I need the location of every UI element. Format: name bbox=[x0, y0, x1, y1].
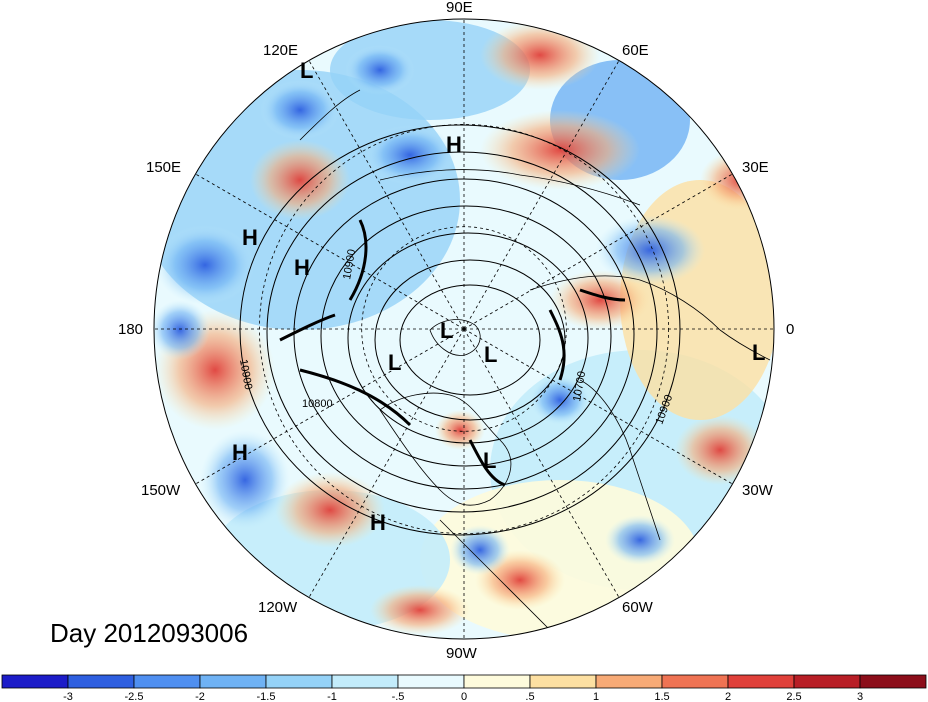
contour-value-labels: 10900 10900 10800 10700 10900 bbox=[237, 248, 675, 426]
high-center-label: H bbox=[446, 132, 462, 157]
colorbar-tick-label: 1.5 bbox=[654, 691, 669, 702]
colorbar-tick-label: 2.5 bbox=[786, 691, 801, 702]
lon-label-150w: 150W bbox=[141, 482, 181, 499]
lon-label-60e: 60E bbox=[622, 42, 649, 59]
colorbar-tick-label: -3 bbox=[63, 691, 73, 702]
colorbar-swatch bbox=[1, 674, 69, 689]
meridian-line bbox=[308, 60, 465, 330]
contour-label: 10800 bbox=[302, 398, 333, 410]
colorbar-swatch bbox=[397, 674, 465, 689]
low-center-label: L bbox=[484, 342, 497, 367]
lon-label-180: 180 bbox=[118, 321, 143, 338]
colorbar-swatch bbox=[331, 674, 399, 689]
colorbar-swatch bbox=[529, 674, 597, 689]
colorbar-swatch bbox=[133, 674, 201, 689]
colorbar-tick-label: -1 bbox=[327, 691, 337, 702]
colorbar-tick-label: -1.5 bbox=[257, 691, 276, 702]
pressure-center-labels: L H H H L L L L L H H bbox=[232, 58, 765, 535]
colorbar-swatch bbox=[793, 674, 861, 689]
colorbar-swatch bbox=[727, 674, 795, 689]
low-center-label: L bbox=[300, 58, 313, 83]
meridian-line bbox=[463, 60, 620, 330]
colorbar-swatch bbox=[595, 674, 663, 689]
meridian-line bbox=[463, 173, 733, 330]
low-center-label: L bbox=[388, 350, 401, 375]
colorbar: -3 -2.5 -2 -1.5 -1 -.5 0 .5 1 1.5 2 2.5 3 bbox=[1, 674, 927, 702]
colorbar-swatch bbox=[661, 674, 729, 689]
meridian-line bbox=[463, 328, 620, 598]
lon-label-60w: 60W bbox=[622, 599, 654, 616]
colorbar-swatch bbox=[199, 674, 267, 689]
lon-label-150e: 150E bbox=[146, 159, 181, 176]
contour-label: 10700 bbox=[571, 370, 588, 402]
colorbar-swatch bbox=[265, 674, 333, 689]
colorbar-tick-label: .5 bbox=[525, 691, 534, 702]
colorbar-tick-label: 1 bbox=[593, 691, 599, 702]
graticule bbox=[154, 19, 774, 639]
colorbar-tick-label: 2 bbox=[725, 691, 731, 702]
coastlines bbox=[299, 89, 771, 639]
low-center-label: L bbox=[752, 340, 765, 365]
contour-label: 10900 bbox=[237, 358, 254, 390]
colorbar-tick-label: -.5 bbox=[392, 691, 405, 702]
meridian-line bbox=[308, 328, 465, 598]
high-center-label: H bbox=[370, 510, 386, 535]
lon-label-90e: 90E bbox=[446, 0, 473, 16]
colorbar-tick-label: 3 bbox=[857, 691, 863, 702]
meridian-line bbox=[195, 328, 465, 485]
low-center-label: L bbox=[440, 318, 453, 343]
high-center-label: H bbox=[294, 255, 310, 280]
colorbar-swatch bbox=[859, 674, 927, 689]
lon-label-30e: 30E bbox=[742, 159, 769, 176]
contour-label: 10900 bbox=[341, 248, 358, 280]
high-center-label: H bbox=[242, 225, 258, 250]
lon-label-120w: 120W bbox=[258, 599, 298, 616]
colorbar-swatch bbox=[67, 674, 135, 689]
lon-label-30w: 30W bbox=[742, 482, 774, 499]
colorbar-tick-label: -2.5 bbox=[125, 691, 144, 702]
longitude-labels: 90E 60E 30E 0 30W 60W 90W 120W 150W 180 … bbox=[118, 0, 794, 662]
lon-label-0: 0 bbox=[786, 321, 794, 338]
colorbar-tick-label: 0 bbox=[461, 691, 467, 702]
meridian-line bbox=[463, 328, 733, 485]
colorbar-tick-label: -2 bbox=[195, 691, 205, 702]
map-title: Day 2012093006 bbox=[50, 618, 249, 648]
meridian-line bbox=[195, 173, 465, 330]
colorbar-swatch bbox=[463, 674, 531, 689]
lon-label-90w: 90W bbox=[446, 645, 478, 662]
lon-label-120e: 120E bbox=[263, 42, 298, 59]
map-boundary bbox=[153, 18, 775, 640]
high-center-label: H bbox=[232, 440, 248, 465]
low-center-label: L bbox=[483, 448, 496, 473]
height-contours bbox=[239, 124, 681, 536]
